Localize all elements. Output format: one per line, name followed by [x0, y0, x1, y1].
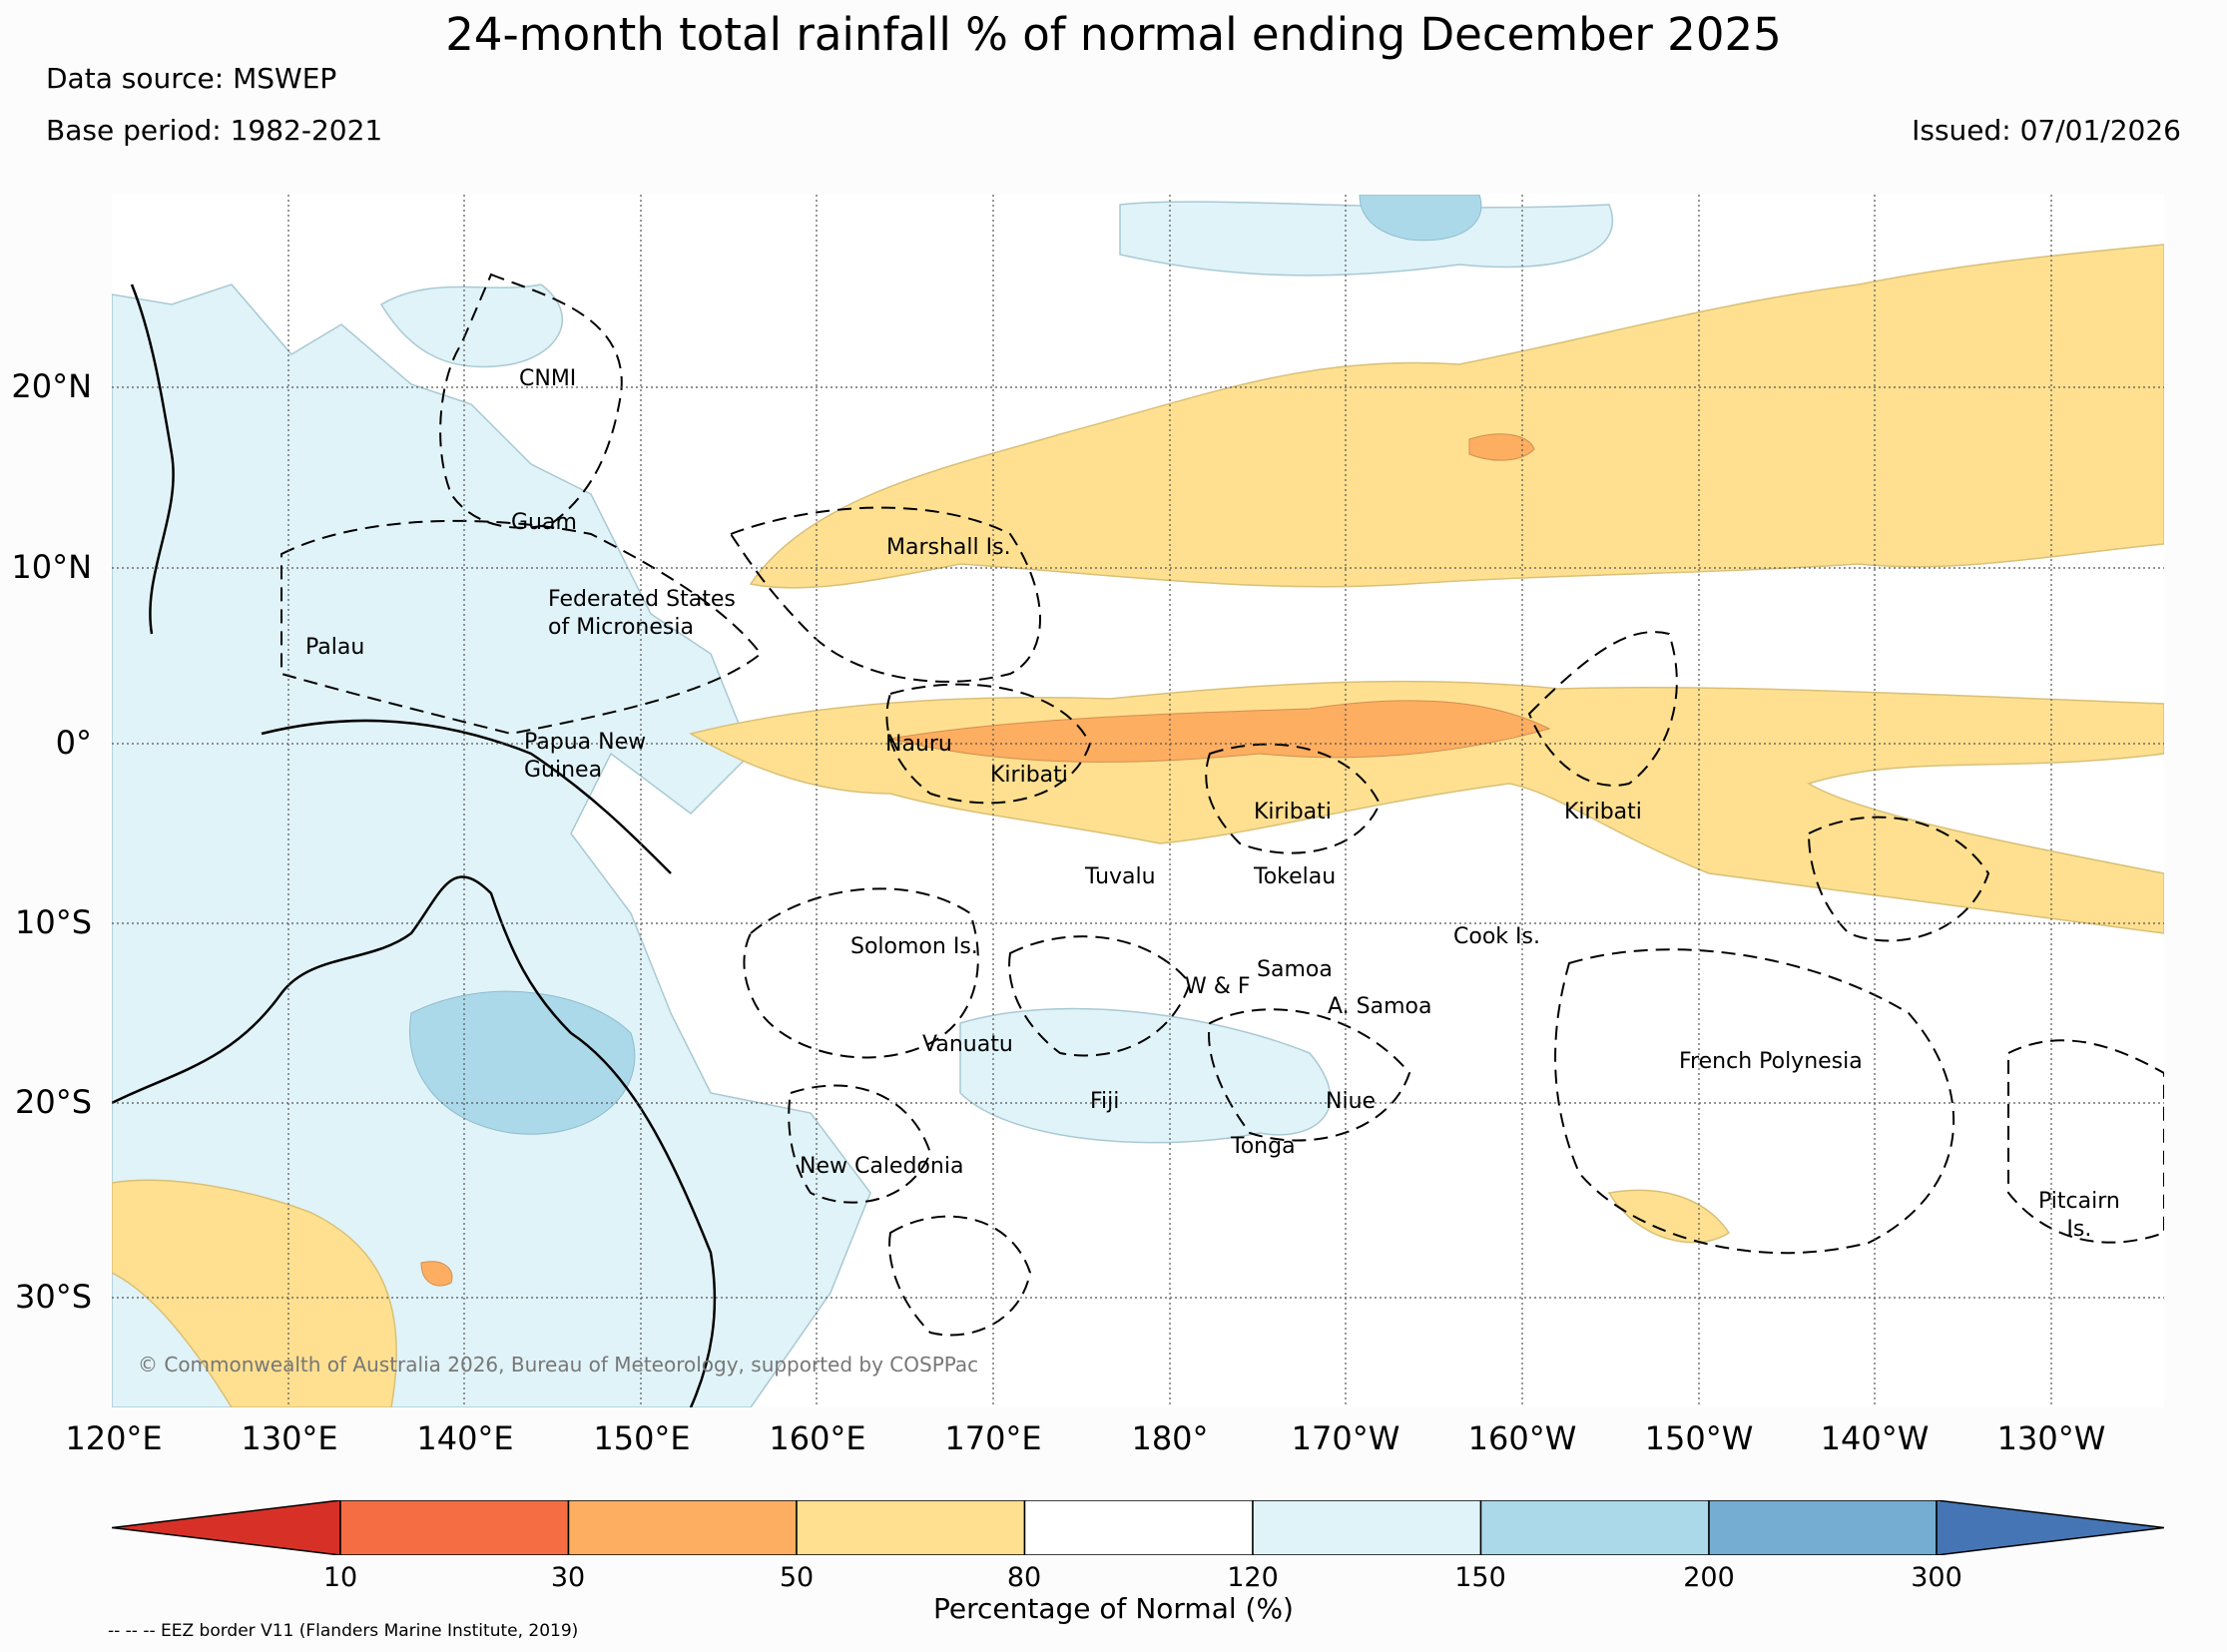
- wet-area-north: [379, 283, 563, 368]
- region-label-nauru: Nauru: [885, 732, 952, 757]
- colorbar-title: Percentage of Normal (%): [933, 1592, 1294, 1625]
- region-label-cnmi: CNMI: [519, 366, 577, 391]
- colorbar-tick-300: 300: [1911, 1562, 1962, 1593]
- eez-borders: [280, 273, 2164, 1337]
- region-label-french-polynesia: French Polynesia: [1679, 1049, 1863, 1074]
- lon-label-140e: 140°E: [416, 1419, 514, 1457]
- lon-label-180: 180°: [1131, 1419, 1209, 1457]
- lon-label-130e: 130°E: [241, 1419, 338, 1457]
- copyright-notice: © Commonwealth of Australia 2026, Bureau…: [138, 1353, 979, 1377]
- colorbar-tick-80: 80: [1006, 1562, 1042, 1593]
- region-label-guam: Guam: [511, 510, 577, 535]
- issued-date-label: Issued: 07/01/2026: [1912, 114, 2181, 147]
- region-label-vanuatu: Vanuatu: [922, 1032, 1013, 1057]
- data-source-label: Data source: MSWEP: [46, 62, 337, 95]
- dry-core-equatorial: [889, 700, 1551, 763]
- coastline-new-guinea: [261, 719, 672, 874]
- colorbar-segment-120-150: [1252, 1500, 1482, 1555]
- region-label-tokelau: Tokelau: [1254, 864, 1337, 889]
- colorbar-tick-200: 200: [1683, 1562, 1735, 1593]
- lat-label-10n: 10°N: [11, 548, 92, 586]
- region-label-micronesia: Federated States of Micronesia: [548, 587, 736, 640]
- region-label-kiribati-central: Kiribati: [1254, 800, 1332, 825]
- lon-label-150w: 150°W: [1644, 1419, 1754, 1457]
- region-label-samoa: Samoa: [1257, 957, 1333, 982]
- lon-label-160w: 160°W: [1467, 1419, 1577, 1457]
- wet-area-deep: [1359, 195, 1482, 242]
- map-canvas: [112, 195, 2164, 1407]
- lat-label-0: 0°: [55, 724, 92, 762]
- region-label-kiribati-east: Kiribati: [1564, 800, 1642, 825]
- eez-footnote: -- -- -- EEZ border V11 (Flanders Marine…: [108, 1621, 579, 1641]
- colorbar: [112, 1500, 2164, 1555]
- region-label-fiji: Fiji: [1090, 1089, 1120, 1114]
- dry-area-australia: [112, 1179, 397, 1407]
- wet-area-west: [112, 283, 871, 1407]
- region-label-pitcairn: Pitcairn Is.: [2038, 1189, 2120, 1242]
- region-label-cook-islands: Cook Is.: [1453, 924, 1540, 949]
- dry-spot-australia: [420, 1261, 453, 1287]
- lon-label-170w: 170°W: [1291, 1419, 1400, 1457]
- colorbar-extend-low: [112, 1500, 341, 1555]
- region-label-palau: Palau: [305, 635, 365, 660]
- coastline-australia: [112, 875, 717, 1407]
- map-title: 24-month total rainfall % of normal endi…: [445, 8, 1782, 61]
- colorbar-segment-10-30: [339, 1500, 570, 1555]
- wet-area-south: [959, 1007, 1332, 1144]
- region-label-american-samoa: A. Samoa: [1328, 994, 1432, 1019]
- region-label-new-caledonia: New Caledonia: [800, 1154, 964, 1179]
- region-label-tuvalu: Tuvalu: [1085, 864, 1156, 889]
- colorbar-tick-150: 150: [1454, 1562, 1506, 1593]
- lon-label-120e: 120°E: [65, 1419, 163, 1457]
- lat-label-30s: 30°S: [14, 1278, 92, 1316]
- dry-spot-north: [1468, 433, 1535, 461]
- colorbar-segment-200-300: [1708, 1500, 1938, 1555]
- colorbar-tick-120: 120: [1227, 1562, 1279, 1593]
- colorbar-tick-10: 10: [322, 1562, 358, 1593]
- region-label-papua-new-guinea: Papua New Guinea: [524, 730, 647, 783]
- region-label-kiribati-west: Kiribati: [990, 763, 1068, 788]
- colorbar-segment-80-120: [1023, 1500, 1254, 1555]
- region-label-niue: Niue: [1326, 1089, 1377, 1114]
- coastline-philippines: [130, 283, 175, 635]
- region-label-marshall-islands: Marshall Is.: [886, 535, 1011, 560]
- base-period-label: Base period: 1982-2021: [46, 114, 383, 147]
- colorbar-segment-150-200: [1479, 1500, 1710, 1555]
- colorbar-segment-30-50: [567, 1500, 798, 1555]
- colorbar-extend-high: [1936, 1500, 2164, 1555]
- lon-label-130w: 130°W: [1996, 1419, 2106, 1457]
- dry-area-south: [1607, 1189, 1731, 1244]
- colorbar-segment-50-80: [796, 1500, 1026, 1555]
- colorbar-tick-30: 30: [550, 1562, 586, 1593]
- lon-label-170e: 170°E: [944, 1419, 1042, 1457]
- lat-label-20s: 20°S: [14, 1083, 92, 1121]
- lat-label-20n: 20°N: [11, 367, 92, 405]
- wet-area-northeast: [1119, 201, 1614, 276]
- wet-area-australia: [409, 990, 636, 1135]
- lon-label-160e: 160°E: [769, 1419, 866, 1457]
- dry-band-north: [749, 244, 2164, 589]
- region-label-tonga: Tonga: [1231, 1134, 1296, 1159]
- lon-label-150e: 150°E: [593, 1419, 691, 1457]
- rainfall-map: CNMI Guam Marshall Is. Federated States …: [112, 195, 2164, 1407]
- lat-label-10s: 10°S: [14, 903, 92, 941]
- region-label-wallis-futuna: W & F: [1185, 974, 1251, 999]
- colorbar-tick-50: 50: [779, 1562, 815, 1593]
- lon-label-140w: 140°W: [1820, 1419, 1930, 1457]
- region-label-solomon-islands: Solomon Is.: [850, 934, 978, 959]
